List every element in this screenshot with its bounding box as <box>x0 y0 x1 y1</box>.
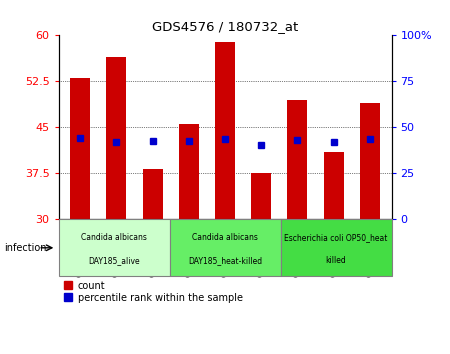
Bar <box>288 100 307 219</box>
Bar <box>58 219 170 276</box>
Text: infection: infection <box>4 243 47 253</box>
Text: Escherichia coli OP50_heat: Escherichia coli OP50_heat <box>284 233 388 242</box>
Text: DAY185_alive: DAY185_alive <box>88 256 140 265</box>
Text: killed: killed <box>326 256 346 265</box>
Text: DAY185_heat-killed: DAY185_heat-killed <box>188 256 262 265</box>
Bar <box>143 169 162 219</box>
Bar <box>179 124 199 219</box>
Bar <box>324 152 343 219</box>
Bar <box>70 78 90 219</box>
Bar <box>280 219 392 276</box>
Bar <box>215 41 235 219</box>
Bar <box>170 219 280 276</box>
Bar <box>107 57 126 219</box>
Bar <box>251 173 271 219</box>
Bar <box>360 103 380 219</box>
Title: GDS4576 / 180732_at: GDS4576 / 180732_at <box>152 20 298 33</box>
Text: Candida albicans: Candida albicans <box>81 233 147 242</box>
Text: Candida albicans: Candida albicans <box>192 233 258 242</box>
Legend: count, percentile rank within the sample: count, percentile rank within the sample <box>63 281 243 303</box>
